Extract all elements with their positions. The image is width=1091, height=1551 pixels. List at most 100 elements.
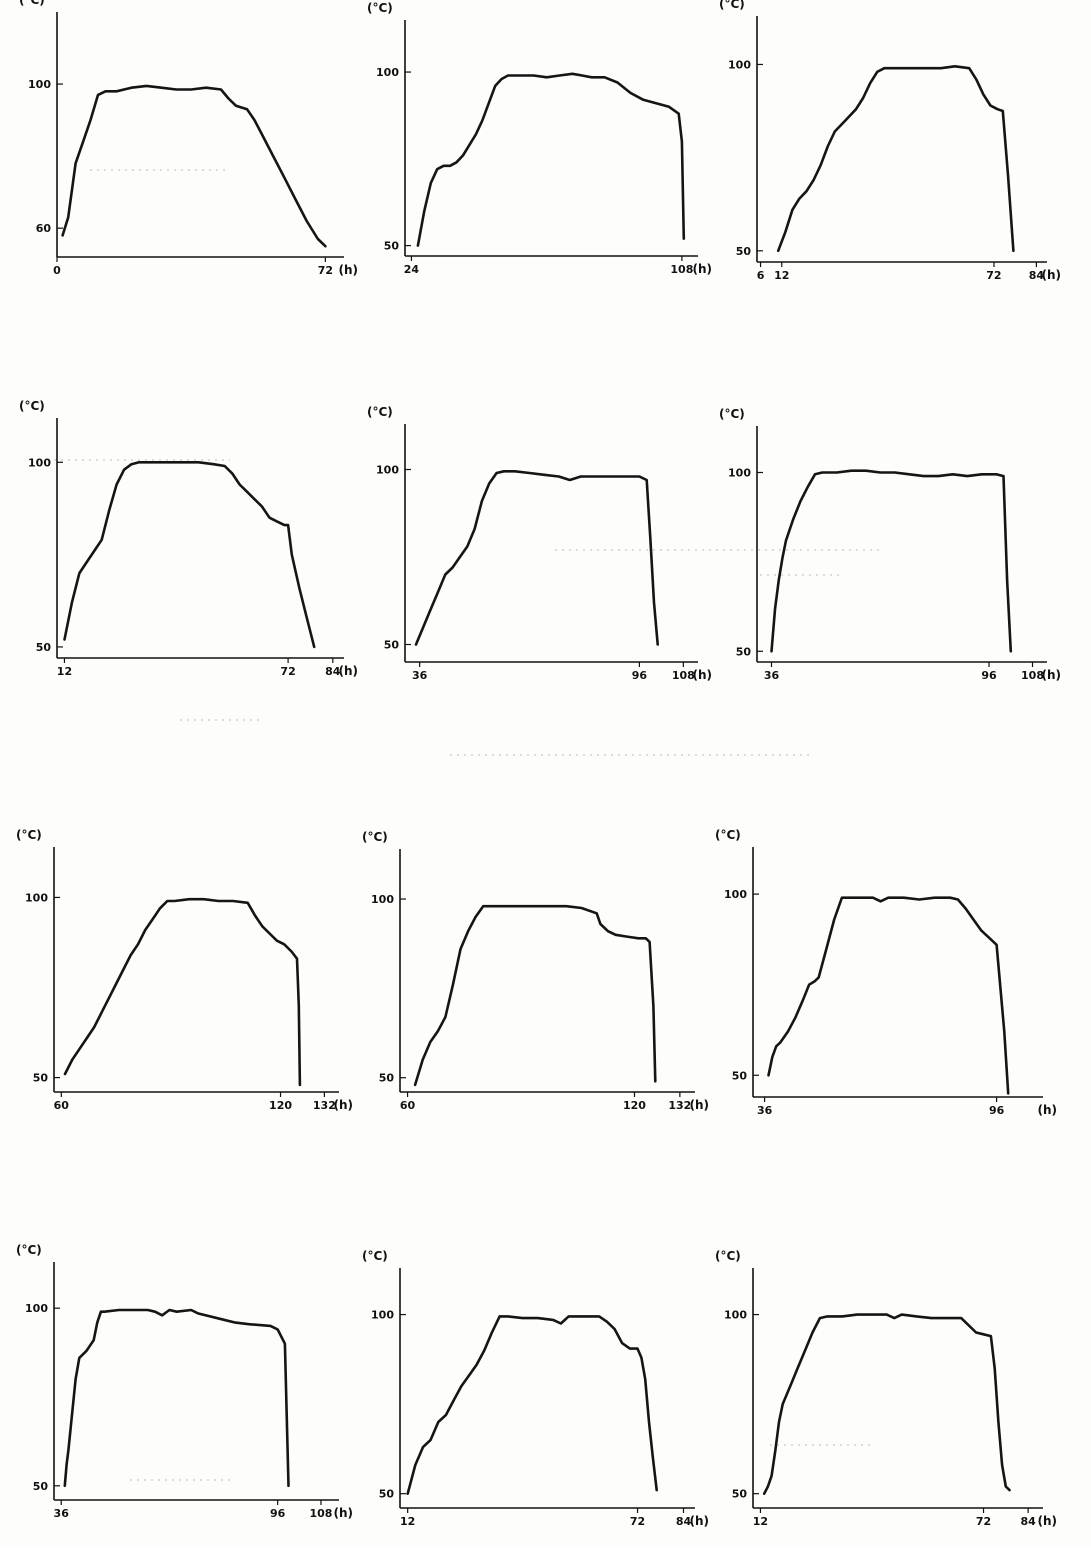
scan-noise — [40, 169, 880, 1481]
y-tick-label: 50 — [736, 645, 752, 658]
x-unit-label: (h) — [333, 1506, 353, 1520]
x-tick-label: 132 — [313, 1099, 336, 1112]
x-tick-label: 24 — [404, 263, 420, 276]
chart-panel-1: 60 100 0 72 (°C) (h) — [19, 0, 358, 277]
x-unit-label: (h) — [1041, 668, 1061, 682]
x-tick-label: 36 — [764, 669, 780, 682]
x-tick-label: 6 — [757, 269, 765, 282]
x-tick-label: 84 — [676, 1515, 692, 1528]
y-unit-label: (°C) — [715, 828, 741, 842]
x-tick-label: 132 — [668, 1099, 691, 1112]
x-tick-label: 12 — [57, 665, 72, 678]
x-tick-label: 96 — [632, 669, 648, 682]
temperature-curve — [776, 65, 1015, 253]
temperature-curve — [61, 84, 327, 248]
y-tick-label: 100 — [728, 466, 751, 479]
x-tick-label: 0 — [53, 264, 61, 277]
y-tick-label: 100 — [376, 66, 399, 79]
x-tick-label: 84 — [1029, 269, 1045, 282]
x-tick-label: 72 — [280, 665, 295, 678]
y-unit-label: (°C) — [367, 405, 393, 419]
y-unit-label: (°C) — [367, 1, 393, 15]
x-tick-label: 72 — [318, 264, 333, 277]
y-unit-label: (°C) — [719, 407, 745, 421]
x-tick-label: 36 — [412, 669, 428, 682]
y-tick-label: 100 — [724, 888, 747, 901]
temperature-curve — [770, 469, 1013, 653]
chart-panel-3: 50 100 6 12 72 84 (°C) (h) — [719, 0, 1061, 282]
x-unit-label: (h) — [689, 1514, 709, 1528]
x-tick-label: 120 — [269, 1099, 292, 1112]
x-tick-label: 120 — [623, 1099, 646, 1112]
y-tick-label: 50 — [732, 1069, 748, 1082]
y-tick-label: 50 — [379, 1072, 395, 1085]
y-unit-label: (°C) — [19, 0, 45, 7]
temperature-curve — [63, 461, 316, 649]
x-tick-label: 108 — [672, 669, 695, 682]
y-tick-label: 50 — [384, 240, 400, 253]
x-tick-label: 72 — [630, 1515, 645, 1528]
y-tick-label: 100 — [371, 893, 394, 906]
x-tick-label: 36 — [54, 1507, 70, 1520]
x-unit-label: (h) — [1041, 268, 1061, 282]
x-tick-label: 108 — [309, 1507, 332, 1520]
y-tick-label: 100 — [25, 1302, 48, 1315]
y-tick-label: 100 — [728, 58, 751, 71]
y-tick-label: 50 — [379, 1488, 395, 1501]
y-tick-label: 100 — [724, 1309, 747, 1322]
temperature-curve — [767, 896, 1010, 1095]
y-tick-label: 50 — [36, 641, 52, 654]
x-unit-label: (h) — [1037, 1103, 1057, 1117]
x-tick-label: 12 — [774, 269, 789, 282]
y-tick-label: 50 — [384, 639, 400, 652]
y-unit-label: (°C) — [362, 830, 388, 844]
chart-panel-11: 50 100 12 72 84 (°C) (h) — [362, 1249, 709, 1528]
x-tick-label: 108 — [670, 263, 693, 276]
temperature-curve — [63, 1308, 290, 1488]
y-tick-label: 50 — [736, 245, 752, 258]
x-tick-label: 84 — [325, 665, 341, 678]
chart-panel-2: 50 100 24 108 (°C) (h) — [367, 1, 712, 276]
temperature-curve — [762, 1313, 1011, 1495]
x-tick-label: 72 — [976, 1515, 991, 1528]
chart-panel-4: 50 100 12 72 84 (°C) (h) — [19, 399, 358, 678]
chart-panel-10: 50 100 36 96 108 (°C) (h) — [16, 1243, 353, 1520]
chart-panel-7: 50 100 60 120 132 (°C) (h) — [16, 828, 353, 1112]
temperature-curve — [414, 470, 659, 646]
y-unit-label: (°C) — [16, 1243, 42, 1257]
x-tick-label: 96 — [270, 1507, 286, 1520]
temperature-curve — [63, 897, 302, 1087]
y-tick-label: 100 — [25, 891, 48, 904]
y-unit-label: (°C) — [16, 828, 42, 842]
y-unit-label: (°C) — [719, 0, 745, 11]
x-unit-label: (h) — [689, 1098, 709, 1112]
x-tick-label: 96 — [989, 1104, 1005, 1117]
x-tick-label: 108 — [1021, 669, 1044, 682]
chart-panel-12: 50 100 12 72 84 (°C) (h) — [715, 1249, 1057, 1528]
y-tick-label: 100 — [28, 456, 51, 469]
x-tick-label: 84 — [1020, 1515, 1036, 1528]
y-tick-label: 50 — [33, 1072, 49, 1085]
chart-panel-8: 50 100 60 120 132 (°C) (h) — [362, 830, 709, 1112]
y-tick-label: 50 — [732, 1488, 748, 1501]
x-tick-label: 12 — [753, 1515, 768, 1528]
temperature-curve — [416, 72, 686, 247]
x-tick-label: 60 — [54, 1099, 70, 1112]
y-unit-label: (°C) — [715, 1249, 741, 1263]
y-tick-label: 60 — [36, 222, 52, 235]
y-tick-label: 100 — [371, 1309, 394, 1322]
temperature-curve — [406, 1315, 658, 1495]
y-tick-label: 50 — [33, 1480, 49, 1493]
y-tick-label: 100 — [28, 78, 51, 91]
x-tick-label: 96 — [981, 669, 997, 682]
x-unit-label: (h) — [692, 668, 712, 682]
x-unit-label: (h) — [692, 262, 712, 276]
x-unit-label: (h) — [338, 263, 358, 277]
x-tick-label: 72 — [986, 269, 1001, 282]
y-unit-label: (°C) — [19, 399, 45, 413]
chart-panel-5: 50 100 36 96 108 (°C) (h) — [367, 405, 712, 682]
x-unit-label: (h) — [338, 664, 358, 678]
temperature-curve — [413, 904, 657, 1087]
